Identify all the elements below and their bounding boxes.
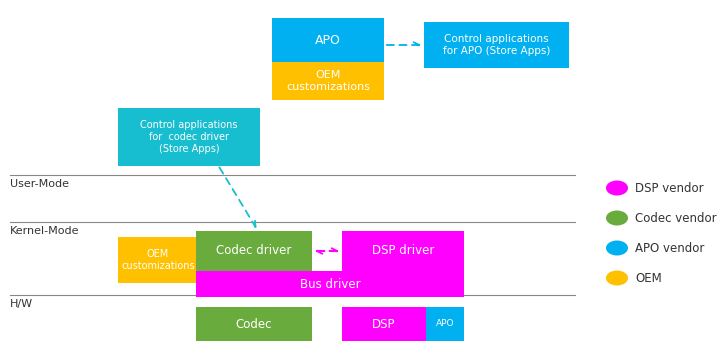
- Text: APO vendor: APO vendor: [635, 241, 704, 255]
- Text: DSP vendor: DSP vendor: [635, 182, 704, 194]
- Text: OEM
customizations: OEM customizations: [121, 249, 195, 271]
- FancyBboxPatch shape: [342, 231, 464, 271]
- Text: Codec driver: Codec driver: [216, 245, 292, 257]
- Text: OEM
customizations: OEM customizations: [286, 70, 370, 92]
- FancyBboxPatch shape: [272, 18, 384, 64]
- Text: Bus driver: Bus driver: [299, 278, 360, 291]
- FancyBboxPatch shape: [426, 307, 464, 341]
- FancyBboxPatch shape: [196, 231, 312, 271]
- Text: DSP driver: DSP driver: [372, 245, 434, 257]
- Text: Codec vendor: Codec vendor: [635, 211, 717, 224]
- Text: Control applications
for  codec driver
(Store Apps): Control applications for codec driver (S…: [140, 120, 238, 154]
- Text: Control applications
for APO (Store Apps): Control applications for APO (Store Apps…: [443, 34, 550, 56]
- FancyBboxPatch shape: [196, 271, 464, 297]
- FancyBboxPatch shape: [118, 108, 260, 166]
- FancyBboxPatch shape: [196, 307, 312, 341]
- FancyBboxPatch shape: [342, 307, 426, 341]
- FancyBboxPatch shape: [272, 62, 384, 100]
- Text: APO: APO: [315, 34, 341, 47]
- Text: User-Mode: User-Mode: [10, 179, 69, 189]
- Ellipse shape: [606, 181, 628, 195]
- Text: Codec: Codec: [236, 318, 272, 331]
- Ellipse shape: [606, 211, 628, 225]
- Text: H/W: H/W: [10, 299, 33, 309]
- Text: Kernel-Mode: Kernel-Mode: [10, 226, 80, 236]
- FancyBboxPatch shape: [424, 22, 569, 68]
- Ellipse shape: [606, 240, 628, 256]
- Ellipse shape: [606, 270, 628, 285]
- Text: APO: APO: [436, 320, 454, 329]
- FancyBboxPatch shape: [118, 237, 198, 283]
- Text: OEM: OEM: [635, 272, 662, 285]
- Text: DSP: DSP: [372, 318, 396, 331]
